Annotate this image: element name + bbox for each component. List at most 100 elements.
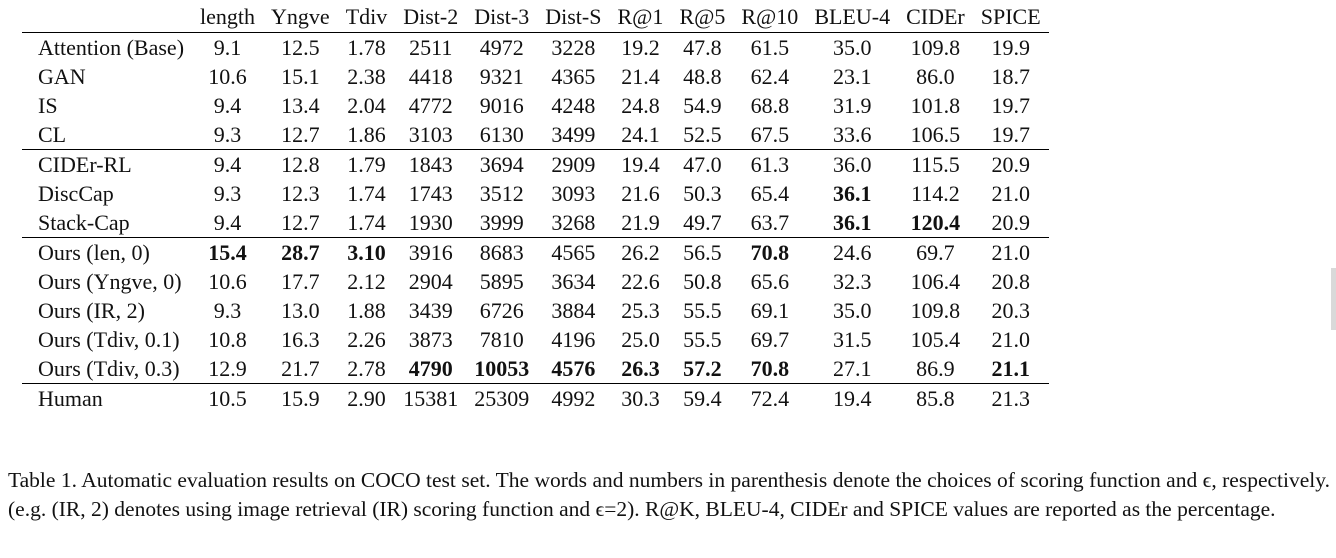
value-cell: 12.7 [281,210,320,235]
value-cell: 20.9 [991,152,1030,177]
value-cell: 86.9 [916,356,955,381]
value-cell: 32.3 [832,269,872,294]
value-cell: 21.3 [991,386,1030,411]
table-row: GAN 10.6 15.1 2.38 4418 9321 4365 21.4 48.8 62.4 2… [22,62,1049,91]
value-cell: 9.4 [213,93,242,118]
value-cell: 9.3 [213,298,242,323]
value-cell: 3.10 [347,240,386,265]
value-cell: 9.3 [213,122,242,147]
value-cell: 6130 [479,122,524,147]
value-cell: 5895 [479,269,524,294]
value-cell: 2.12 [347,269,386,294]
header-row: length Yngve Tdiv Dist-2 Dist-3 Dist-S R… [22,2,1049,33]
value-cell: 65.4 [750,181,790,206]
value-cell: 10053 [474,356,530,381]
value-cell: 1.86 [347,122,386,147]
value-cell: 22.6 [621,269,660,294]
value-cell: 69.7 [750,327,790,352]
value-cell: 3103 [408,122,453,147]
column-header-r-at-10: R@10 [741,4,799,29]
value-cell: 19.9 [991,35,1030,60]
value-cell: 106.4 [910,269,961,294]
value-cell: 59.4 [683,386,722,411]
value-cell: 1.74 [347,181,386,206]
value-cell: 2511 [409,35,453,60]
column-header-dist-2: Dist-2 [403,4,459,29]
value-cell: 30.3 [621,386,660,411]
value-cell: 35.0 [832,35,872,60]
value-cell: 4196 [551,327,596,352]
value-cell: 3999 [479,210,524,235]
value-cell: 70.8 [750,356,790,381]
value-cell: 4790 [408,356,453,381]
value-cell: 15381 [403,386,459,411]
value-cell: 61.3 [750,152,790,177]
value-cell: 3512 [479,181,524,206]
method-cell: Ours (Yngve, 0) [38,269,182,294]
value-cell: 2904 [408,269,453,294]
column-header-length: length [200,4,256,29]
value-cell: 68.8 [750,93,790,118]
value-cell: 23.1 [832,64,872,89]
value-cell: 12.5 [281,35,320,60]
value-cell: 3634 [551,269,596,294]
value-cell: 61.5 [750,35,790,60]
value-cell: 57.2 [683,356,722,381]
column-header-r-at-5: R@5 [679,4,726,29]
column-header-dist-3: Dist-3 [474,4,530,29]
value-cell: 1.78 [347,35,386,60]
value-cell: 28.7 [281,240,320,265]
table-group-ours: Ours (len, 0) 15.4 28.7 3.10 3916 8683 4565 26.… [22,237,1049,384]
method-cell: DiscCap [38,181,114,206]
scrollbar-edge [1331,268,1336,330]
value-cell: 17.7 [281,269,320,294]
value-cell: 3228 [551,35,596,60]
value-cell: 115.5 [911,152,960,177]
value-cell: 55.5 [683,298,722,323]
value-cell: 4365 [551,64,596,89]
value-cell: 2.78 [347,356,386,381]
value-cell: 19.7 [991,122,1030,147]
value-cell: 3916 [408,240,453,265]
method-cell: GAN [38,64,86,89]
table-row: Stack-Cap 9.4 12.7 1.74 1930 3999 3268 21.9 49.7… [22,208,1049,238]
value-cell: 4992 [551,386,596,411]
value-cell: 24.6 [832,240,872,265]
value-cell: 10.6 [208,269,247,294]
table-group-human: Human 10.5 15.9 2.90 15381 25309 4992 30.3 59.4 7… [22,383,1049,414]
value-cell: 120.4 [910,210,961,235]
value-cell: 47.8 [683,35,722,60]
column-header-spice: SPICE [980,4,1041,29]
table-row: DiscCap 9.3 12.3 1.74 1743 3512 3093 21.6 50.3 65… [22,179,1049,208]
value-cell: 18.7 [991,64,1030,89]
value-cell: 9.4 [213,152,242,177]
value-cell: 20.8 [991,269,1030,294]
value-cell: 9.1 [213,35,242,60]
column-header-bleu-4: BLEU-4 [814,4,891,29]
column-header-tdiv: Tdiv [345,4,388,29]
value-cell: 85.8 [916,386,955,411]
value-cell: 25.0 [621,327,660,352]
value-cell: 49.7 [683,210,722,235]
value-cell: 101.8 [910,93,961,118]
table-row: CIDEr-RL 9.4 12.8 1.79 1843 3694 2909 19.4 47.0 6… [22,150,1049,180]
column-header-yngve: Yngve [271,4,330,29]
table-row: Ours (len, 0) 15.4 28.7 3.10 3916 8683 4565 26.… [22,238,1049,268]
value-cell: 69.1 [750,298,790,323]
value-cell: 10.6 [208,64,247,89]
value-cell: 4772 [408,93,453,118]
value-cell: 36.1 [832,181,872,206]
value-cell: 27.1 [832,356,872,381]
value-cell: 1.88 [347,298,386,323]
value-cell: 9.4 [213,210,242,235]
value-cell: 21.4 [621,64,660,89]
value-cell: 50.3 [683,181,722,206]
value-cell: 21.7 [281,356,320,381]
table-group-baselines: Attention (Base) 9.1 12.5 1.78 2511 4972 3228 1… [22,32,1049,150]
value-cell: 21.0 [991,327,1030,352]
value-cell: 10.8 [208,327,247,352]
value-cell: 3884 [551,298,596,323]
column-header-cider: CIDEr [906,4,965,29]
value-cell: 69.7 [916,240,955,265]
value-cell: 55.5 [683,327,722,352]
